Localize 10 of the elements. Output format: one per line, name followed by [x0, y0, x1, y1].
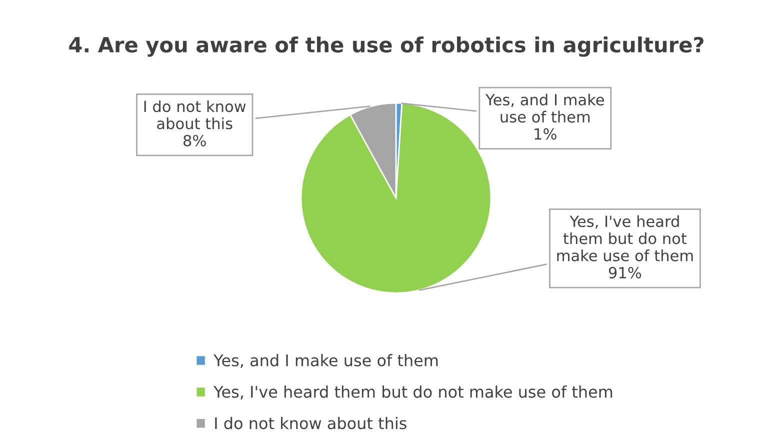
data-label: 91%: [608, 266, 642, 278]
chart-title: 4. Are you aware of the use of robotics in agriculture?: [69, 36, 704, 57]
legend-label: I do not know about this: [215, 416, 406, 430]
legend-label: Yes, and I make use of them: [214, 354, 438, 368]
data-label: 1%: [534, 128, 556, 140]
legend-label: Yes, I've heard them but do not make use of them: [214, 385, 612, 400]
slice-label: Yes, and I make use of them: [485, 94, 604, 123]
slice-label: I do not know about this: [144, 100, 246, 130]
data-label: 8%: [184, 134, 206, 146]
slice-label: Yes, I've heard them but do not make use of them: [557, 215, 693, 262]
